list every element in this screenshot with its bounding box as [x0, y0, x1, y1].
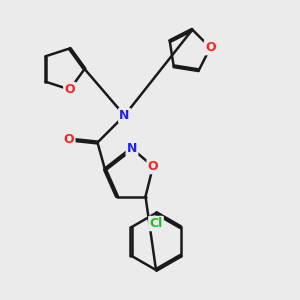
Text: N: N	[127, 142, 137, 155]
Text: N: N	[119, 109, 130, 122]
Text: O: O	[148, 160, 158, 173]
Text: Cl: Cl	[149, 217, 163, 230]
Text: O: O	[64, 83, 75, 96]
Text: O: O	[205, 41, 216, 54]
Text: O: O	[64, 133, 74, 146]
